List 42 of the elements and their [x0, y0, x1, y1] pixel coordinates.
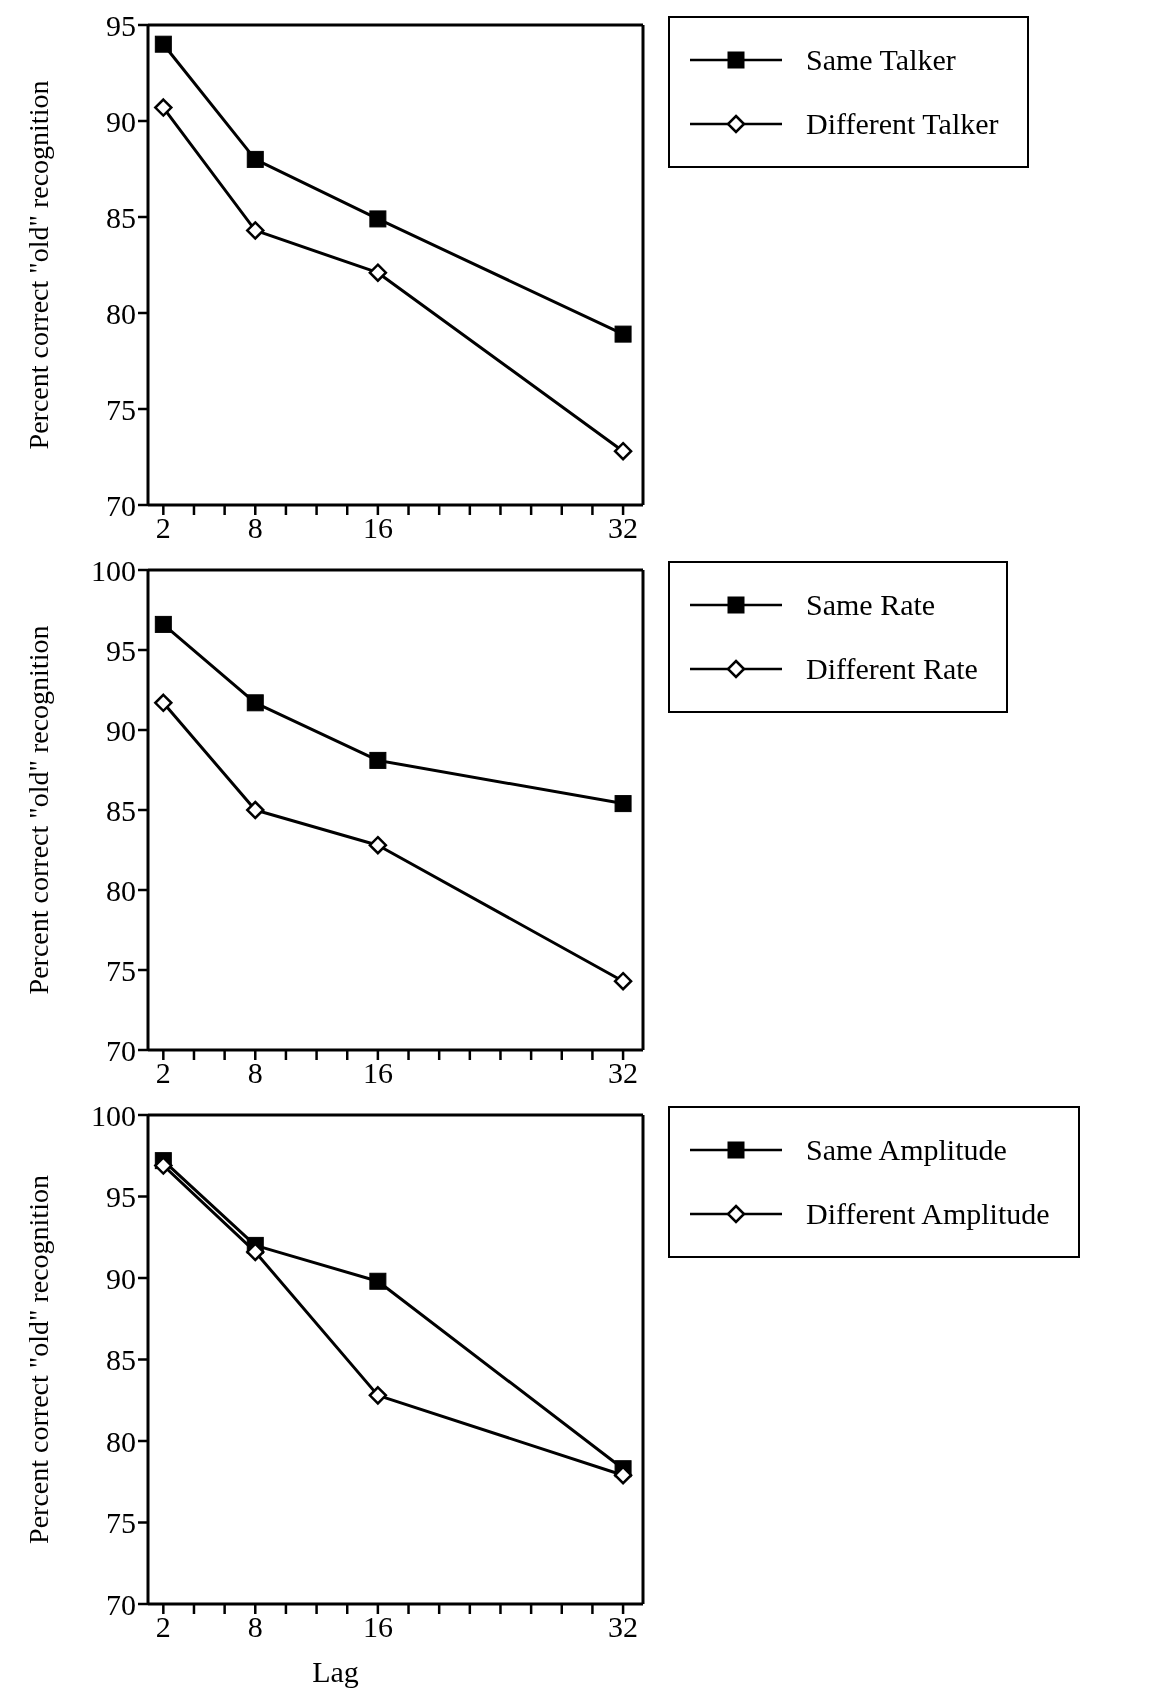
- x-tick-label: 2: [155, 511, 171, 545]
- y-tick-label: 90: [106, 713, 136, 747]
- y-tick-label: 85: [106, 200, 136, 234]
- legend-label: Same Rate: [806, 588, 936, 622]
- legend-label: Different Talker: [806, 107, 999, 141]
- legend-label: Same Amplitude: [806, 1133, 1007, 1167]
- legend-label: Different Rate: [806, 652, 978, 686]
- y-tick-label: 75: [106, 953, 136, 987]
- y-tick-label: 95: [106, 1180, 136, 1214]
- y-axis-title: Percent correct "old" recognition: [22, 1175, 54, 1544]
- x-tick-label: 8: [247, 1056, 263, 1090]
- x-axis-title: Lag: [312, 1655, 359, 1688]
- y-tick-label: 85: [106, 793, 136, 827]
- y-tick-label: 75: [106, 1506, 136, 1540]
- x-tick-label: 2: [155, 1056, 171, 1090]
- x-tick-label: 32: [608, 1056, 639, 1090]
- y-tick-label: 90: [106, 1261, 136, 1295]
- y-axis-title: Percent correct "old" recognition: [22, 80, 54, 450]
- y-tick-label: 80: [106, 1424, 136, 1458]
- y-tick-label: 70: [106, 488, 136, 522]
- x-tick-label: 2: [155, 1610, 171, 1644]
- x-tick-label: 8: [247, 1610, 263, 1644]
- y-tick-label: 80: [106, 296, 136, 330]
- x-tick-label: 8: [247, 511, 263, 545]
- legend-label: Same Talker: [806, 43, 956, 77]
- y-tick-label: 85: [106, 1343, 136, 1377]
- legend-label: Different Amplitude: [806, 1197, 1050, 1231]
- y-tick-label: 80: [106, 873, 136, 907]
- y-tick-label: 70: [106, 1587, 136, 1621]
- y-tick-label: 90: [106, 104, 136, 138]
- y-tick-label: 100: [91, 1098, 136, 1132]
- y-tick-label: 95: [106, 8, 136, 42]
- y-tick-label: 95: [106, 633, 136, 667]
- y-tick-label: 75: [106, 392, 136, 426]
- x-tick-label: 32: [608, 1610, 639, 1644]
- y-tick-label: 70: [106, 1033, 136, 1067]
- y-axis-title: Percent correct "old" recognition: [22, 625, 54, 995]
- x-tick-label: 16: [362, 511, 393, 545]
- y-tick-label: 100: [91, 553, 136, 587]
- x-tick-label: 16: [362, 1056, 393, 1090]
- x-tick-label: 32: [608, 511, 639, 545]
- x-tick-label: 16: [362, 1610, 393, 1644]
